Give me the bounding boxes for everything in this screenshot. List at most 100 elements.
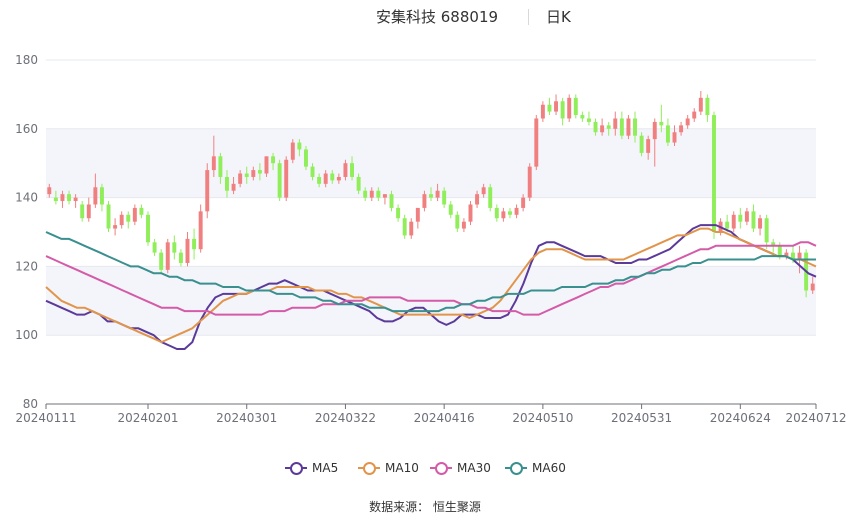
legend-label: MA5 <box>312 461 339 475</box>
candle <box>468 201 473 226</box>
candle-body <box>106 204 111 229</box>
legend-label: MA10 <box>385 461 419 475</box>
candle <box>540 101 545 122</box>
candle <box>86 197 91 222</box>
candle-body <box>659 121 664 126</box>
candle <box>580 111 585 122</box>
candle-body <box>172 242 177 253</box>
candle <box>554 94 559 116</box>
legend-item-ma10[interactable]: MA10 <box>358 459 419 477</box>
candle-body <box>810 283 815 291</box>
candle <box>567 94 572 122</box>
candle-body <box>534 118 539 167</box>
candle-body <box>409 221 414 236</box>
candle <box>132 204 137 226</box>
candle-body <box>580 115 585 119</box>
candle <box>198 204 203 253</box>
candle <box>560 97 565 126</box>
candle <box>409 218 414 239</box>
legend-item-ma5[interactable]: MA5 <box>285 459 338 477</box>
legend: MA5 MA10 MA30 MA60 <box>0 459 850 477</box>
candle <box>192 228 197 260</box>
candle-body <box>698 97 703 112</box>
candle-body <box>738 214 743 222</box>
candle-body <box>514 207 519 215</box>
candle-body <box>211 156 216 171</box>
candle-body <box>317 176 322 184</box>
candle <box>488 183 493 212</box>
candle-body <box>80 204 85 219</box>
candle <box>238 170 243 188</box>
candle-body <box>600 125 605 133</box>
candle <box>481 183 486 198</box>
candle <box>435 183 440 202</box>
candle-body <box>652 121 657 140</box>
candle <box>165 238 170 274</box>
candle-body <box>271 156 276 164</box>
candle <box>382 194 387 205</box>
legend-label: MA60 <box>532 461 566 475</box>
candle-body <box>685 118 690 126</box>
candle-body <box>606 125 611 129</box>
candle-body <box>53 197 58 202</box>
candle <box>389 190 394 212</box>
candle-body <box>244 173 249 177</box>
candle <box>363 187 368 202</box>
candle-body <box>264 156 269 174</box>
candle <box>415 207 420 229</box>
candle <box>396 204 401 222</box>
candle-body <box>764 218 769 243</box>
candle <box>652 118 657 167</box>
candle-body <box>277 163 282 198</box>
title-separator <box>528 9 529 25</box>
x-tick-label: 20240510 <box>512 411 573 425</box>
candle-body <box>218 156 223 177</box>
candle <box>211 135 216 177</box>
candle <box>619 111 624 140</box>
candle-body <box>132 207 137 222</box>
candle-body <box>99 187 104 205</box>
legend-item-ma30[interactable]: MA30 <box>430 459 491 477</box>
x-tick-label: 20240201 <box>117 411 178 425</box>
candle-body <box>751 211 756 229</box>
candle-body <box>251 170 256 177</box>
candle <box>547 97 552 116</box>
candle <box>290 139 295 164</box>
candle-body <box>448 204 453 215</box>
candle-body <box>672 132 677 143</box>
y-axis: 80 100 120 140 160 180 <box>15 53 38 411</box>
candle <box>731 211 736 232</box>
candle-body <box>165 242 170 270</box>
candle-body <box>731 214 736 229</box>
candle-body <box>797 252 802 260</box>
candle-body <box>665 125 670 143</box>
ma30-line <box>45 241 817 316</box>
candle <box>521 194 526 212</box>
y-tick-label: 120 <box>15 259 38 273</box>
candle <box>784 249 789 260</box>
moving-averages <box>45 224 817 350</box>
candle-body <box>356 176 361 191</box>
candle-body <box>613 118 618 129</box>
candle-body <box>257 170 262 174</box>
candle-body <box>303 149 308 167</box>
candle <box>593 118 598 136</box>
candle <box>310 163 315 181</box>
x-tick-label: 20240712 <box>785 411 846 425</box>
candle-body <box>481 187 486 195</box>
candle-body <box>554 101 559 112</box>
candle <box>448 201 453 219</box>
candle <box>297 139 302 157</box>
candle-body <box>396 207 401 219</box>
candle <box>205 163 210 219</box>
candle <box>442 187 447 208</box>
candle-body <box>73 197 78 202</box>
candle <box>369 187 374 202</box>
y-tick-label: 100 <box>15 328 38 342</box>
legend-item-ma60[interactable]: MA60 <box>505 459 566 477</box>
candle-body <box>290 142 295 160</box>
candle <box>350 156 354 181</box>
candle <box>146 211 150 246</box>
candle-body <box>758 218 763 229</box>
candle <box>139 204 144 219</box>
